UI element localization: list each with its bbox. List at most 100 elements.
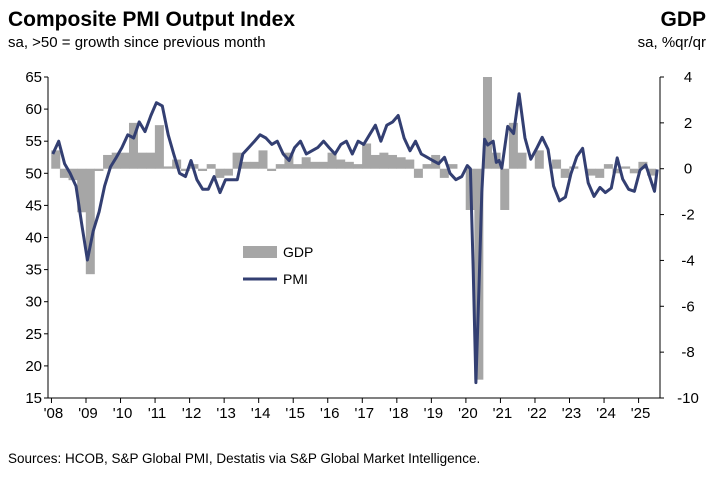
x-tick-label: '17 <box>355 405 375 422</box>
y2-tick-label: 4 <box>684 69 692 86</box>
y2-subtitle: sa, %qr/qr <box>638 34 706 51</box>
chart-title: Composite PMI Output Index <box>8 8 295 31</box>
gdp-bar <box>534 150 544 169</box>
gdp-bar <box>336 159 346 169</box>
gdp-bar <box>508 122 518 169</box>
y-tick-label: 50 <box>25 165 42 182</box>
gdp-bar <box>59 168 69 178</box>
gdp-bar <box>68 168 78 181</box>
gdp-bar <box>327 152 337 169</box>
gdp-bar <box>448 164 458 169</box>
legend-swatch <box>243 246 277 258</box>
gdp-bar <box>232 152 242 169</box>
gdp-bar <box>310 161 320 169</box>
gdp-bar <box>603 164 613 169</box>
gdp-bar <box>223 168 233 176</box>
gdp-bar <box>405 159 415 169</box>
gdp-bar <box>396 157 406 169</box>
gdp-bar <box>249 161 259 169</box>
gdp-bar <box>318 161 328 169</box>
x-tick-label: '13 <box>216 405 236 422</box>
gdp-bar <box>120 152 130 169</box>
x-tick-label: '16 <box>320 405 340 422</box>
gdp-bar <box>647 168 657 176</box>
y2-title: GDP <box>660 8 706 31</box>
gdp-bar <box>137 152 147 169</box>
gdp-bar <box>154 125 164 169</box>
y-tick-label: 35 <box>25 262 42 279</box>
pmi-line <box>51 92 659 385</box>
y-tick-label: 60 <box>25 101 42 118</box>
y-tick-label: 30 <box>25 294 42 311</box>
y-tick-label: 40 <box>25 230 42 247</box>
gdp-bar <box>146 152 156 169</box>
gdp-bar <box>344 161 354 169</box>
x-tick-label: '23 <box>562 405 582 422</box>
gdp-bar <box>198 168 208 172</box>
gdp-bar <box>258 150 268 169</box>
gdp-bar <box>621 166 631 169</box>
plot-area <box>51 77 659 385</box>
gdp-bar <box>422 164 432 169</box>
gdp-bar <box>275 164 285 169</box>
x-tick-label: '21 <box>493 405 513 422</box>
gdp-bar <box>439 168 449 178</box>
x-tick-label: '19 <box>424 405 444 422</box>
gdp-bar <box>111 152 121 169</box>
x-tick-label: '15 <box>285 405 305 422</box>
gdp-bar <box>241 161 251 169</box>
y-tick-label: 55 <box>25 133 42 150</box>
x-tick-label: '25 <box>631 405 651 422</box>
y2-tick-label: 0 <box>684 161 692 178</box>
y2-tick-label: -8 <box>681 344 694 361</box>
y2-tick-label: -2 <box>681 207 694 224</box>
y2-tick-label: 2 <box>684 115 692 132</box>
y-tick-label: 25 <box>25 326 42 343</box>
gdp-bar <box>552 159 562 169</box>
gdp-bar <box>94 168 104 172</box>
gdp-bar <box>85 168 95 275</box>
x-tick-label: '12 <box>182 405 202 422</box>
gdp-bar <box>128 122 138 169</box>
gdp-bar <box>180 168 190 172</box>
gdp-bar <box>77 168 87 213</box>
source-note: Sources: HCOB, S&P Global PMI, Destatis … <box>8 451 480 466</box>
legend-label: GDP <box>283 244 313 260</box>
y-tick-label: 15 <box>25 390 42 407</box>
gdp-bar <box>103 154 113 169</box>
gdp-bar <box>638 161 648 169</box>
x-tick-label: '10 <box>113 405 133 422</box>
gdp-bar <box>517 152 527 169</box>
x-tick-label: '24 <box>596 405 616 422</box>
gdp-bar <box>163 166 173 169</box>
gdp-bar <box>500 168 510 210</box>
legend-label: PMI <box>283 271 308 287</box>
gdp-bar <box>362 143 372 169</box>
gdp-bar <box>388 154 398 169</box>
gdp-bar <box>482 77 492 169</box>
x-tick-label: '09 <box>78 405 98 422</box>
gdp-bar <box>379 152 389 169</box>
chart-subtitle: sa, >50 = growth since previous month <box>8 34 266 51</box>
gdp-bar <box>51 150 61 169</box>
x-tick-label: '18 <box>389 405 409 422</box>
gdp-bar <box>612 168 622 174</box>
gdp-bar <box>595 168 605 178</box>
gdp-bar <box>215 168 225 178</box>
x-tick-label: '11 <box>148 405 166 422</box>
x-tick-label: '14 <box>251 405 271 422</box>
gdp-bar <box>586 168 596 176</box>
y-tick-label: 20 <box>25 358 42 375</box>
gdp-bar <box>370 154 380 169</box>
gdp-bar <box>629 168 639 174</box>
x-tick-label: '08 <box>44 405 64 422</box>
y2-tick-label: -6 <box>681 298 694 315</box>
gdp-bar <box>413 168 423 178</box>
y2-tick-label: -10 <box>677 390 699 407</box>
gdp-bar <box>301 157 311 169</box>
gdp-bar <box>267 168 277 172</box>
gdp-bar <box>353 164 363 169</box>
gdp-bar <box>206 164 216 169</box>
y-tick-label: 45 <box>25 197 42 214</box>
